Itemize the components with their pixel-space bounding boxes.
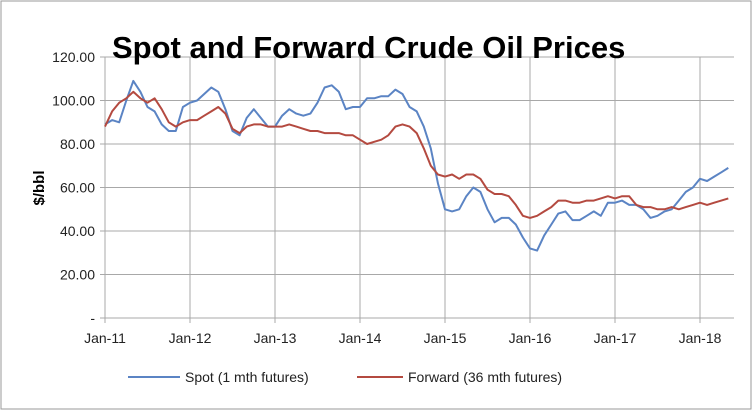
x-tick-label: Jan-14 — [339, 330, 382, 346]
x-tick-label: Jan-16 — [509, 330, 552, 346]
y-axis-label: $/bbl — [31, 170, 48, 205]
x-tick-label: Jan-11 — [84, 330, 126, 346]
x-tick-label: Jan-18 — [679, 330, 722, 346]
x-tick-label: Jan-17 — [594, 330, 637, 346]
y-tick-label: 20.00 — [60, 267, 95, 283]
y-tick-label: - — [90, 310, 95, 326]
x-tick-labels: Jan-11 Jan-12 Jan-13 Jan-14 Jan-15 Jan-16 Jan-… — [84, 330, 722, 346]
x-tick-label: Jan-12 — [169, 330, 212, 346]
y-tick-label: 80.00 — [60, 136, 95, 152]
y-tick-label: 60.00 — [60, 180, 95, 196]
y-tick-label: 120.00 — [52, 49, 95, 65]
series-lines — [104, 79, 729, 252]
legend-label-forward: Forward (36 mth futures) — [408, 369, 562, 385]
series-line-forward — [104, 90, 729, 219]
legend-label-spot: Spot (1 mth futures) — [185, 369, 309, 385]
y-tick-label: 100.00 — [52, 93, 95, 109]
legend: Spot (1 mth futures) Forward (36 mth fut… — [128, 369, 562, 385]
gridlines — [100, 56, 734, 323]
chart-title: Spot and Forward Crude Oil Prices — [112, 30, 625, 65]
series-line-spot — [104, 79, 729, 252]
x-tick-label: Jan-15 — [424, 330, 467, 346]
y-tick-label: 40.00 — [60, 223, 95, 239]
y-tick-labels: - 20.00 40.00 60.00 80.00 100.00 120.00 — [52, 49, 95, 326]
x-tick-label: Jan-13 — [254, 330, 297, 346]
